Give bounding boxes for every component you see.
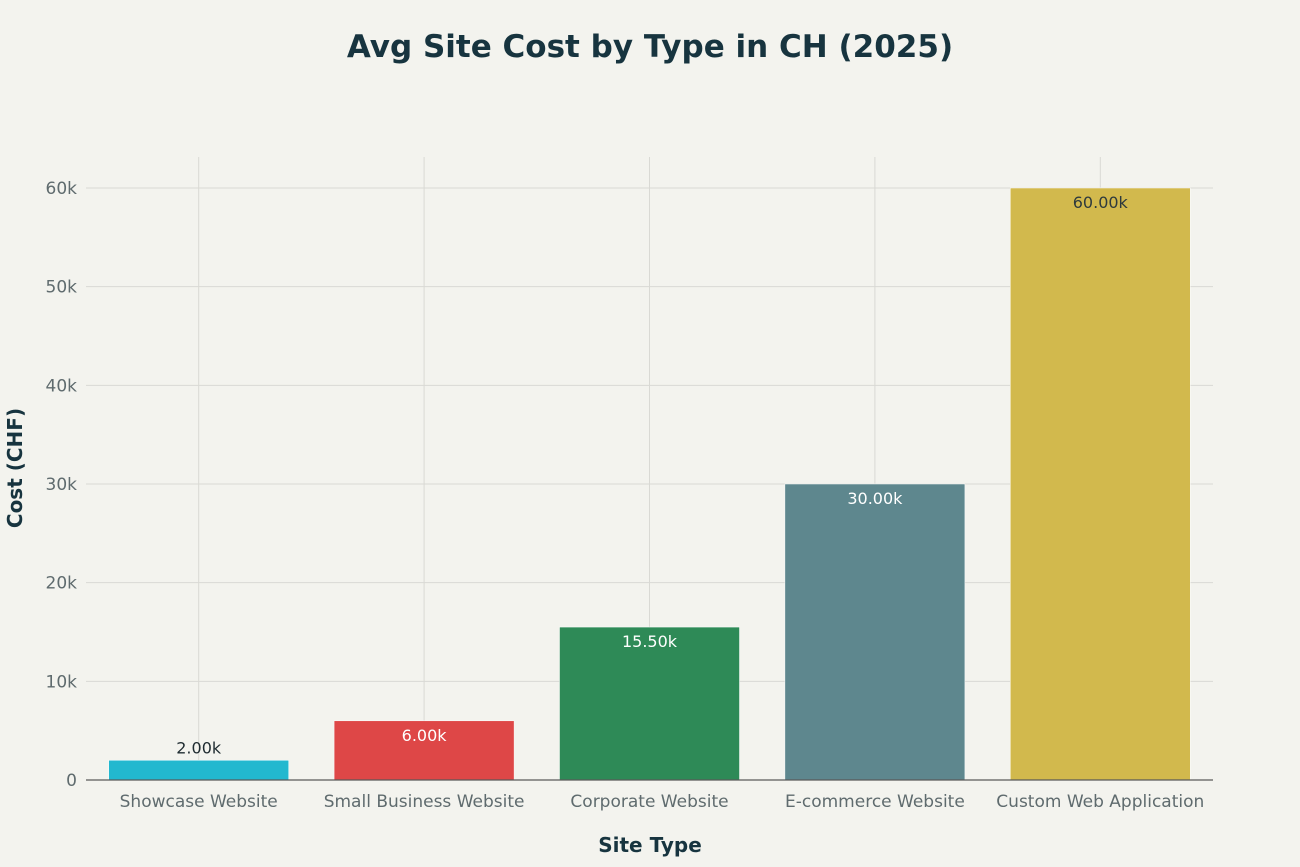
x-tick-label: Corporate Website [570,792,728,812]
y-tick-label: 20k [46,574,78,594]
bar-e-commerce-website [784,483,966,781]
bar-value-label: 15.50k [622,632,678,651]
y-tick-label: 0 [66,771,77,791]
y-tick-label: 60k [46,179,78,199]
bars [108,187,1191,781]
bar-value-labels: 2.00k 6.00k 15.50k 30.00k 60.00k [176,193,1128,757]
bar-small-business-website [333,720,515,781]
x-tick-label: Small Business Website [324,792,525,812]
x-tick-label: Showcase Website [120,792,278,812]
chart-title: Avg Site Cost by Type in CH (2025) [346,29,954,65]
y-tick-label: 30k [46,475,78,495]
bar-value-label: 30.00k [847,489,903,508]
y-tick-label: 10k [46,672,78,692]
bar-value-label: 2.00k [176,738,222,757]
x-tick-label: E-commerce Website [785,792,965,812]
y-tick-label: 40k [46,376,78,396]
bar-custom-web-application [1010,187,1191,781]
y-axis-title: Cost (CHF) [3,408,27,528]
bar-value-label: 6.00k [402,726,448,745]
bar-value-label: 60.00k [1073,193,1129,212]
bar-showcase-website [108,760,289,781]
x-tick-label: Custom Web Application [996,792,1204,812]
x-axis-title: Site Type [598,833,702,857]
axes: 0 10k 20k 30k 40k 50k 60k Showcase Website Small… [46,179,1213,812]
bar-corporate-website [559,626,740,781]
y-tick-label: 50k [46,278,78,298]
